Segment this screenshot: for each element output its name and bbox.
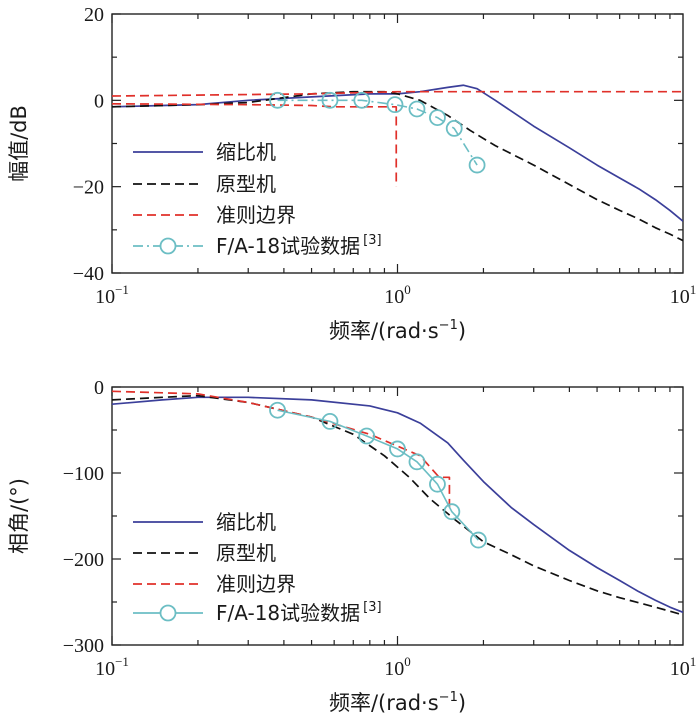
series-point-f18	[429, 109, 446, 126]
x-axis-label-main: 频率/(rad·s	[329, 319, 439, 343]
legend-label-text: 缩比机	[216, 140, 276, 164]
x-tick-exponent: −1	[115, 282, 129, 297]
x-tick-base: 10	[670, 286, 690, 308]
y-axis-label: 相角/(°)	[7, 478, 31, 554]
series-point-f18	[443, 503, 461, 521]
series-point-f18	[468, 156, 486, 174]
x-axis-label-tail: )	[458, 691, 466, 715]
y-tick-label: 0	[94, 90, 104, 112]
y-tick-label: −300	[63, 635, 104, 657]
legend-label-citation: [3]	[363, 600, 381, 615]
series-point-f18	[358, 427, 376, 445]
series-point-f18	[386, 96, 404, 114]
legend-label-f18: F/A-18试验数据 [3]	[216, 600, 382, 625]
x-tick-base: 10	[670, 658, 690, 680]
series-line-scaled	[112, 396, 683, 614]
x-tick-exponent: 0	[404, 282, 411, 297]
legend-marker-f18	[159, 237, 177, 255]
x-axis-label: 频率/(rad·s−1)	[329, 690, 466, 715]
legend-label-prototype: 原型机	[216, 172, 276, 196]
series-line-f18	[277, 409, 479, 541]
legend-label-text: 缩比机	[216, 510, 276, 534]
y-axis-label: 幅值/dB	[7, 105, 31, 182]
series-line-prototype	[112, 394, 683, 616]
x-tick-label: 10−1	[95, 654, 129, 680]
x-tick-exponent: 0	[404, 654, 411, 669]
series-point-f18	[445, 119, 463, 137]
y-tick-label: −40	[73, 263, 104, 285]
x-tick-label: 100	[384, 654, 411, 680]
legend-label-scaled: 缩比机	[216, 140, 276, 164]
phase-panel: 10−1 100 1010−100−200−300频率/(rad·s−1)相角/(°…	[7, 377, 696, 715]
x-tick-exponent: −1	[115, 654, 129, 669]
series-line-scaled	[112, 84, 683, 222]
x-tick-label: 101	[670, 282, 697, 308]
x-tick-label: 100	[384, 282, 411, 308]
series-point-f18	[408, 453, 426, 471]
series-line-boundary-upper	[112, 90, 683, 97]
plot-frame	[111, 13, 684, 274]
series-point-f18	[269, 401, 286, 419]
y-tick-label: −200	[63, 549, 104, 571]
series-line-boundary-lower	[112, 102, 398, 187]
x-tick-exponent: 1	[690, 282, 697, 297]
x-tick-base: 10	[95, 658, 115, 680]
x-tick-exponent: 1	[690, 654, 697, 669]
legend-label-citation: [3]	[363, 233, 381, 248]
series-point-f18	[353, 91, 371, 109]
series-point-f18	[321, 412, 339, 430]
legend-label-boundary: 准则边界	[216, 572, 296, 596]
plot-area	[112, 390, 683, 616]
legend-label-prototype: 原型机	[216, 541, 276, 565]
series-point-f18	[429, 475, 446, 493]
x-tick-label: 10−1	[95, 282, 129, 308]
legend-label-text: F/A-18试验数据	[216, 601, 360, 625]
legend-label-text: 准则边界	[216, 572, 296, 596]
x-tick-base: 10	[384, 286, 404, 308]
legend-label-text: 准则边界	[216, 203, 296, 227]
series-point-f18	[408, 100, 426, 118]
legend-label-text: 原型机	[216, 541, 276, 565]
plot-area	[112, 84, 683, 242]
y-tick-label: 0	[94, 377, 104, 399]
series-line-f18	[277, 99, 478, 166]
x-tick-base: 10	[95, 286, 115, 308]
series-point-f18	[469, 531, 487, 549]
legend-label-text: 原型机	[216, 172, 276, 196]
x-axis-label-main: 频率/(rad·s	[329, 691, 439, 715]
legend-label-text: F/A-18试验数据	[216, 234, 360, 258]
series-line-boundary	[112, 390, 451, 508]
legend-label-f18: F/A-18试验数据 [3]	[216, 233, 382, 258]
x-axis-label-sup: −1	[439, 318, 458, 333]
legend-marker-f18	[159, 604, 177, 622]
series-point-f18	[321, 91, 339, 109]
y-tick-label: 20	[84, 4, 104, 26]
y-tick-label: −100	[63, 463, 104, 485]
legend-label-boundary-lower: 准则边界	[216, 203, 296, 227]
x-axis-label-tail: )	[458, 319, 466, 343]
x-tick-label: 101	[670, 654, 697, 680]
plot-frame	[111, 386, 684, 646]
x-axis-label-sup: −1	[439, 690, 458, 705]
y-tick-label: −20	[73, 177, 104, 199]
series-point-f18	[269, 91, 286, 109]
x-axis-label: 频率/(rad·s−1)	[329, 318, 466, 343]
x-tick-base: 10	[384, 658, 404, 680]
series-point-f18	[389, 440, 406, 458]
legend-label-scaled: 缩比机	[216, 510, 276, 534]
